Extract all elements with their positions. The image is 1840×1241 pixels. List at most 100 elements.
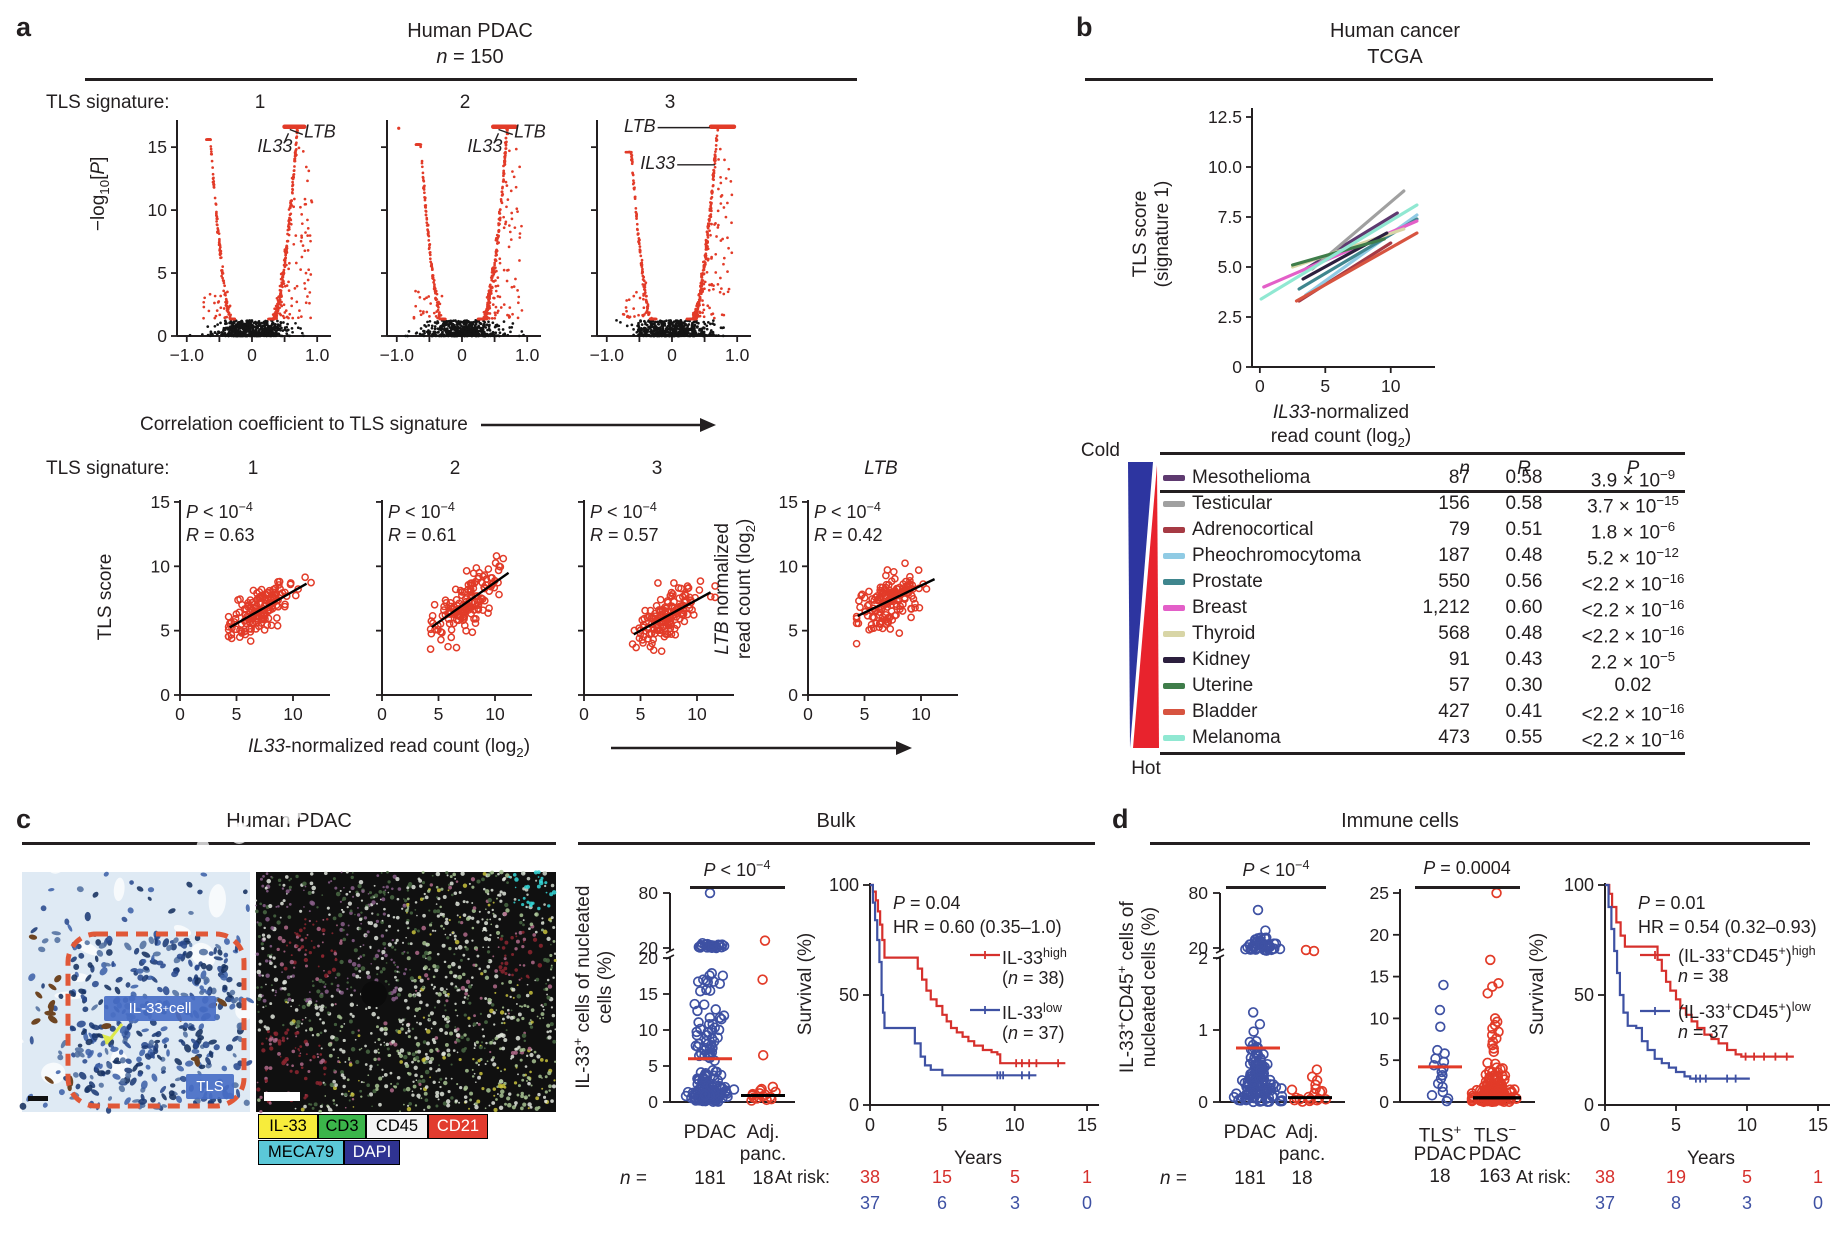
panel-a-header-rule	[85, 78, 857, 81]
tcga-y-label-line1: TLS score	[1130, 190, 1151, 278]
at-risk-value: 15	[931, 1167, 953, 1187]
at-risk-value: 3	[1009, 1193, 1021, 1213]
svg-text:−1.0: −1.0	[379, 345, 414, 365]
d-km-legend-low: (IL-33+CD45+)low	[1678, 1000, 1811, 1022]
volcano-y-axis-label: −log10[P]	[88, 156, 112, 232]
scatter-2-pvalue: P < 10−4	[388, 500, 455, 522]
cancer-r: 0.58	[1505, 467, 1543, 488]
panel-c-letter: c	[16, 804, 32, 834]
c-at-risk-label: At risk:	[775, 1167, 831, 1187]
cancer-n: 57	[1448, 675, 1470, 696]
scatter-1-pvalue: P < 10−4	[186, 500, 253, 522]
d-km-hr: HR = 0.54 (0.32–0.93)	[1638, 917, 1817, 937]
c-km-legend-low-n: (n = 37)	[1002, 1023, 1065, 1043]
svg-text:10: 10	[779, 556, 799, 576]
d-km-legend-low-n: n = 37	[1678, 1022, 1729, 1042]
svg-text:0: 0	[1255, 376, 1265, 396]
c-km-legend-low: IL-33low	[1002, 1001, 1062, 1023]
cold-label: Cold	[1080, 440, 1120, 461]
svg-text:10: 10	[485, 704, 505, 724]
c-n-label: n =	[620, 1168, 647, 1189]
svg-text:15: 15	[148, 137, 167, 157]
scatter-3-label: 3	[651, 458, 663, 479]
tcga-line-plot: 0 2.5 5.0 7.5 10.0 12.5 0 5 10	[1208, 107, 1435, 396]
d1-group-adj-label2: panc.	[1278, 1144, 1326, 1165]
volcano-plot-signature-2: −1.0 0 1.0 LTB IL33	[379, 120, 546, 365]
table-top-rule	[1160, 452, 1685, 455]
svg-text:10.0: 10.0	[1208, 157, 1242, 177]
c-km-hr: HR = 0.60 (0.35–1.0)	[893, 917, 1062, 937]
cancer-n: 87	[1448, 467, 1470, 488]
svg-text:IL33: IL33	[640, 153, 675, 173]
cancer-n: 550	[1438, 571, 1470, 592]
svg-text:10: 10	[151, 556, 171, 576]
scatter-3-pvalue: P < 10−4	[590, 500, 657, 522]
tcga-y-label: TLS score (signature 1)	[1130, 84, 1174, 384]
svg-text:15: 15	[151, 492, 170, 512]
svg-text:1.0: 1.0	[725, 345, 750, 365]
c-group-adj-label: Adj.	[746, 1122, 780, 1143]
svg-text:5.0: 5.0	[1218, 257, 1243, 277]
c-km-legend-high-n: (n = 38)	[1002, 968, 1065, 988]
cancer-r: 0.41	[1505, 701, 1543, 722]
cancer-name: Pheochromocytoma	[1192, 545, 1361, 566]
svg-text:5: 5	[160, 621, 170, 641]
cancer-n: 568	[1438, 623, 1470, 644]
c-dot-y-label-line1: IL-33+ cells of nucleated	[569, 885, 595, 1089]
cancer-p: <2.2 × 10−16	[1581, 701, 1685, 726]
c-years-label: Years	[954, 1148, 1002, 1169]
c-n-adj: 18	[752, 1168, 774, 1189]
at-risk-value: 38	[859, 1167, 881, 1187]
cold-hot-gradient	[1128, 462, 1159, 748]
d2-group2-n: 163	[1479, 1166, 1511, 1187]
c-km-legend-high: IL-33high	[1002, 946, 1067, 968]
table-header-rule	[1160, 490, 1685, 493]
at-risk-value: 1	[1812, 1167, 1824, 1187]
cancer-p: 2.2 × 10−5	[1590, 649, 1676, 674]
bulk-title: Bulk	[816, 810, 856, 832]
svg-text:LTB: LTB	[624, 116, 656, 136]
scatter-ltb-pvalue: P < 10−4	[814, 500, 881, 522]
table-header-p: P	[1626, 458, 1640, 479]
svg-text:0: 0	[579, 704, 589, 724]
cancer-p: 0.02	[1614, 675, 1652, 696]
tls-tag: TLS	[186, 1074, 234, 1099]
d-km-legend-high: (IL-33+CD45+)high	[1678, 944, 1816, 966]
svg-text:0: 0	[803, 704, 813, 724]
correlation-scatter-2: 0 5 10	[376, 500, 532, 724]
svg-text:0: 0	[247, 345, 257, 365]
d-km-legend-high-n: n = 38	[1678, 966, 1729, 986]
d-dot1-pvalue: P < 10−4	[1242, 858, 1310, 880]
tcga-x-label-line2: read count (log2)	[1270, 426, 1412, 450]
scatter-ltb-label: LTB	[864, 458, 898, 479]
c-dot-comparison-bar	[690, 886, 785, 889]
d2-group1-line2: PDAC	[1413, 1144, 1467, 1165]
volcano-plot-signature-3: −1.0 0 1.0 LTB IL33	[589, 116, 751, 365]
cancer-name: Kidney	[1192, 649, 1251, 670]
cancer-n: 79	[1448, 519, 1470, 540]
cancer-name: Mesothelioma	[1192, 467, 1311, 488]
cancer-color-swatch	[1163, 735, 1185, 741]
cancer-r: 0.60	[1505, 597, 1543, 618]
scatter-ltb-rvalue: R = 0.42	[814, 525, 883, 545]
cancer-n: 91	[1448, 649, 1470, 670]
tls-signature-2-label: 2	[459, 92, 471, 113]
correlation-scatter-1: 0 5 10 0 5 10 15	[151, 492, 330, 724]
stain-chip-cd45: CD45	[366, 1114, 428, 1139]
svg-text:0: 0	[1232, 357, 1242, 377]
tcga-x-label-line1: IL33-normalized	[1272, 402, 1410, 423]
multiplex-if-image	[255, 869, 557, 1114]
d2-group1-line1: TLS+	[1418, 1122, 1462, 1147]
table-header-n: n	[1459, 458, 1470, 479]
svg-text:5: 5	[1320, 376, 1330, 396]
d-km-pvalue: P = 0.01	[1638, 893, 1706, 913]
d1-n-adj: 18	[1291, 1168, 1313, 1189]
panel-d-letter: d	[1112, 804, 1129, 834]
ltb-y-label: LTB normalized read count (log2)	[712, 439, 762, 739]
cancer-p: <2.2 × 10−16	[1581, 727, 1685, 752]
c-group-pdac-label: PDAC	[683, 1122, 737, 1143]
at-risk-value: 19	[1665, 1167, 1687, 1187]
svg-text:1.0: 1.0	[305, 345, 330, 365]
